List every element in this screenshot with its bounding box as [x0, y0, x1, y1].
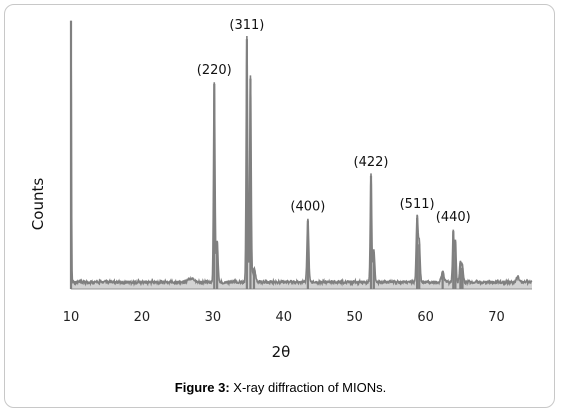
- x-tick-label: 20: [134, 310, 151, 325]
- y-axis-title: Counts: [29, 178, 47, 231]
- x-axis-title: 2θ: [272, 343, 291, 361]
- caption-text: X-ray diffraction of MIONs.: [229, 380, 387, 395]
- peak-annotation: (400): [290, 200, 325, 215]
- peak-annotation: (422): [354, 155, 389, 170]
- peak-annotation: (220): [197, 63, 232, 78]
- figure-caption: Figure 3: X-ray diffraction of MIONs.: [0, 380, 561, 395]
- figure-frame: [4, 4, 555, 408]
- xrd-chart: 10 20 30 40 50 60 70 (220) (311) (400) (422) (511)(…: [29, 18, 533, 361]
- peak-annotation: (311): [229, 18, 264, 33]
- x-tick-label: 60: [417, 310, 434, 325]
- peak-annotation: (511): [400, 197, 435, 212]
- caption-label: Figure 3:: [174, 380, 230, 395]
- x-tick-label: 10: [63, 310, 80, 325]
- x-tick-label: 40: [275, 310, 292, 325]
- x-tick-label: 50: [346, 310, 363, 325]
- x-tick-label: 70: [488, 310, 505, 325]
- xrd-trace-line: [70, 20, 533, 287]
- peak-annotation: (440): [436, 210, 471, 225]
- x-tick-label: 30: [205, 310, 222, 325]
- xrd-trace-fill: [71, 20, 532, 290]
